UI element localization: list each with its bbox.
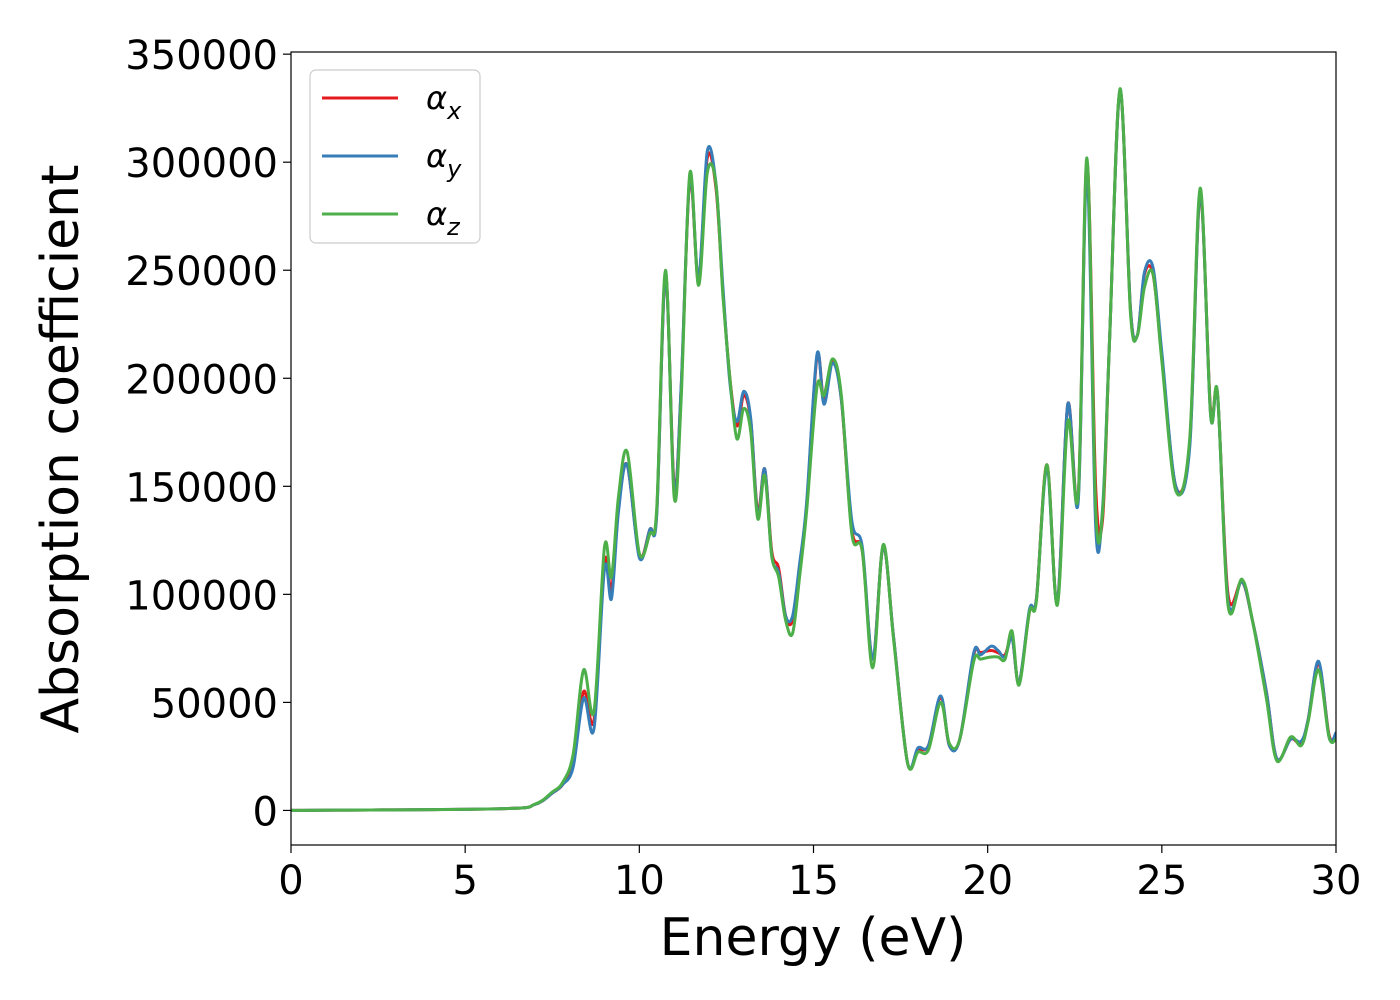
x-tick-label: 30 (1311, 858, 1362, 904)
x-axis-label: Energy (eV) (660, 908, 967, 968)
x-tick-label: 15 (788, 858, 839, 904)
y-tick-label: 100000 (125, 573, 278, 619)
legend-subscript: y (446, 155, 462, 183)
y-tick-label: 300000 (125, 141, 278, 187)
y-tick-label: 50000 (151, 681, 278, 727)
legend-label-x: αx (426, 79, 462, 125)
y-tick-label: 200000 (125, 357, 278, 403)
x-axis: 0 5 10 15 20 25 30 (278, 845, 1361, 904)
x-tick-label: 25 (1136, 858, 1187, 904)
legend-label-z: αz (426, 195, 461, 241)
x-tick-label: 0 (278, 858, 303, 904)
legend-symbol: α (426, 79, 447, 117)
y-tick-label: 150000 (125, 465, 278, 511)
y-tick-label: 250000 (125, 249, 278, 295)
x-tick-label: 10 (614, 858, 665, 904)
series-line-z (291, 87, 1336, 812)
legend-label-y: αy (426, 137, 462, 183)
legend-symbol: α (426, 195, 447, 233)
series-layer (291, 87, 1336, 812)
y-axis-label: Absorption coefficient (31, 164, 91, 733)
legend-subscript: z (446, 213, 461, 241)
x-tick-label: 5 (452, 858, 477, 904)
legend-subscript: x (446, 97, 462, 125)
x-tick-label: 20 (962, 858, 1013, 904)
y-axis: 0 50000 100000 150000 200000 250000 300000 3500… (125, 33, 291, 835)
y-tick-label: 0 (253, 789, 278, 835)
legend-symbol: α (426, 137, 447, 175)
y-tick-label: 350000 (125, 33, 278, 79)
